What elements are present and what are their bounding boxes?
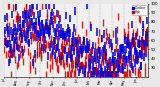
Legend: Outdoor, High: Outdoor, High [132,5,147,15]
